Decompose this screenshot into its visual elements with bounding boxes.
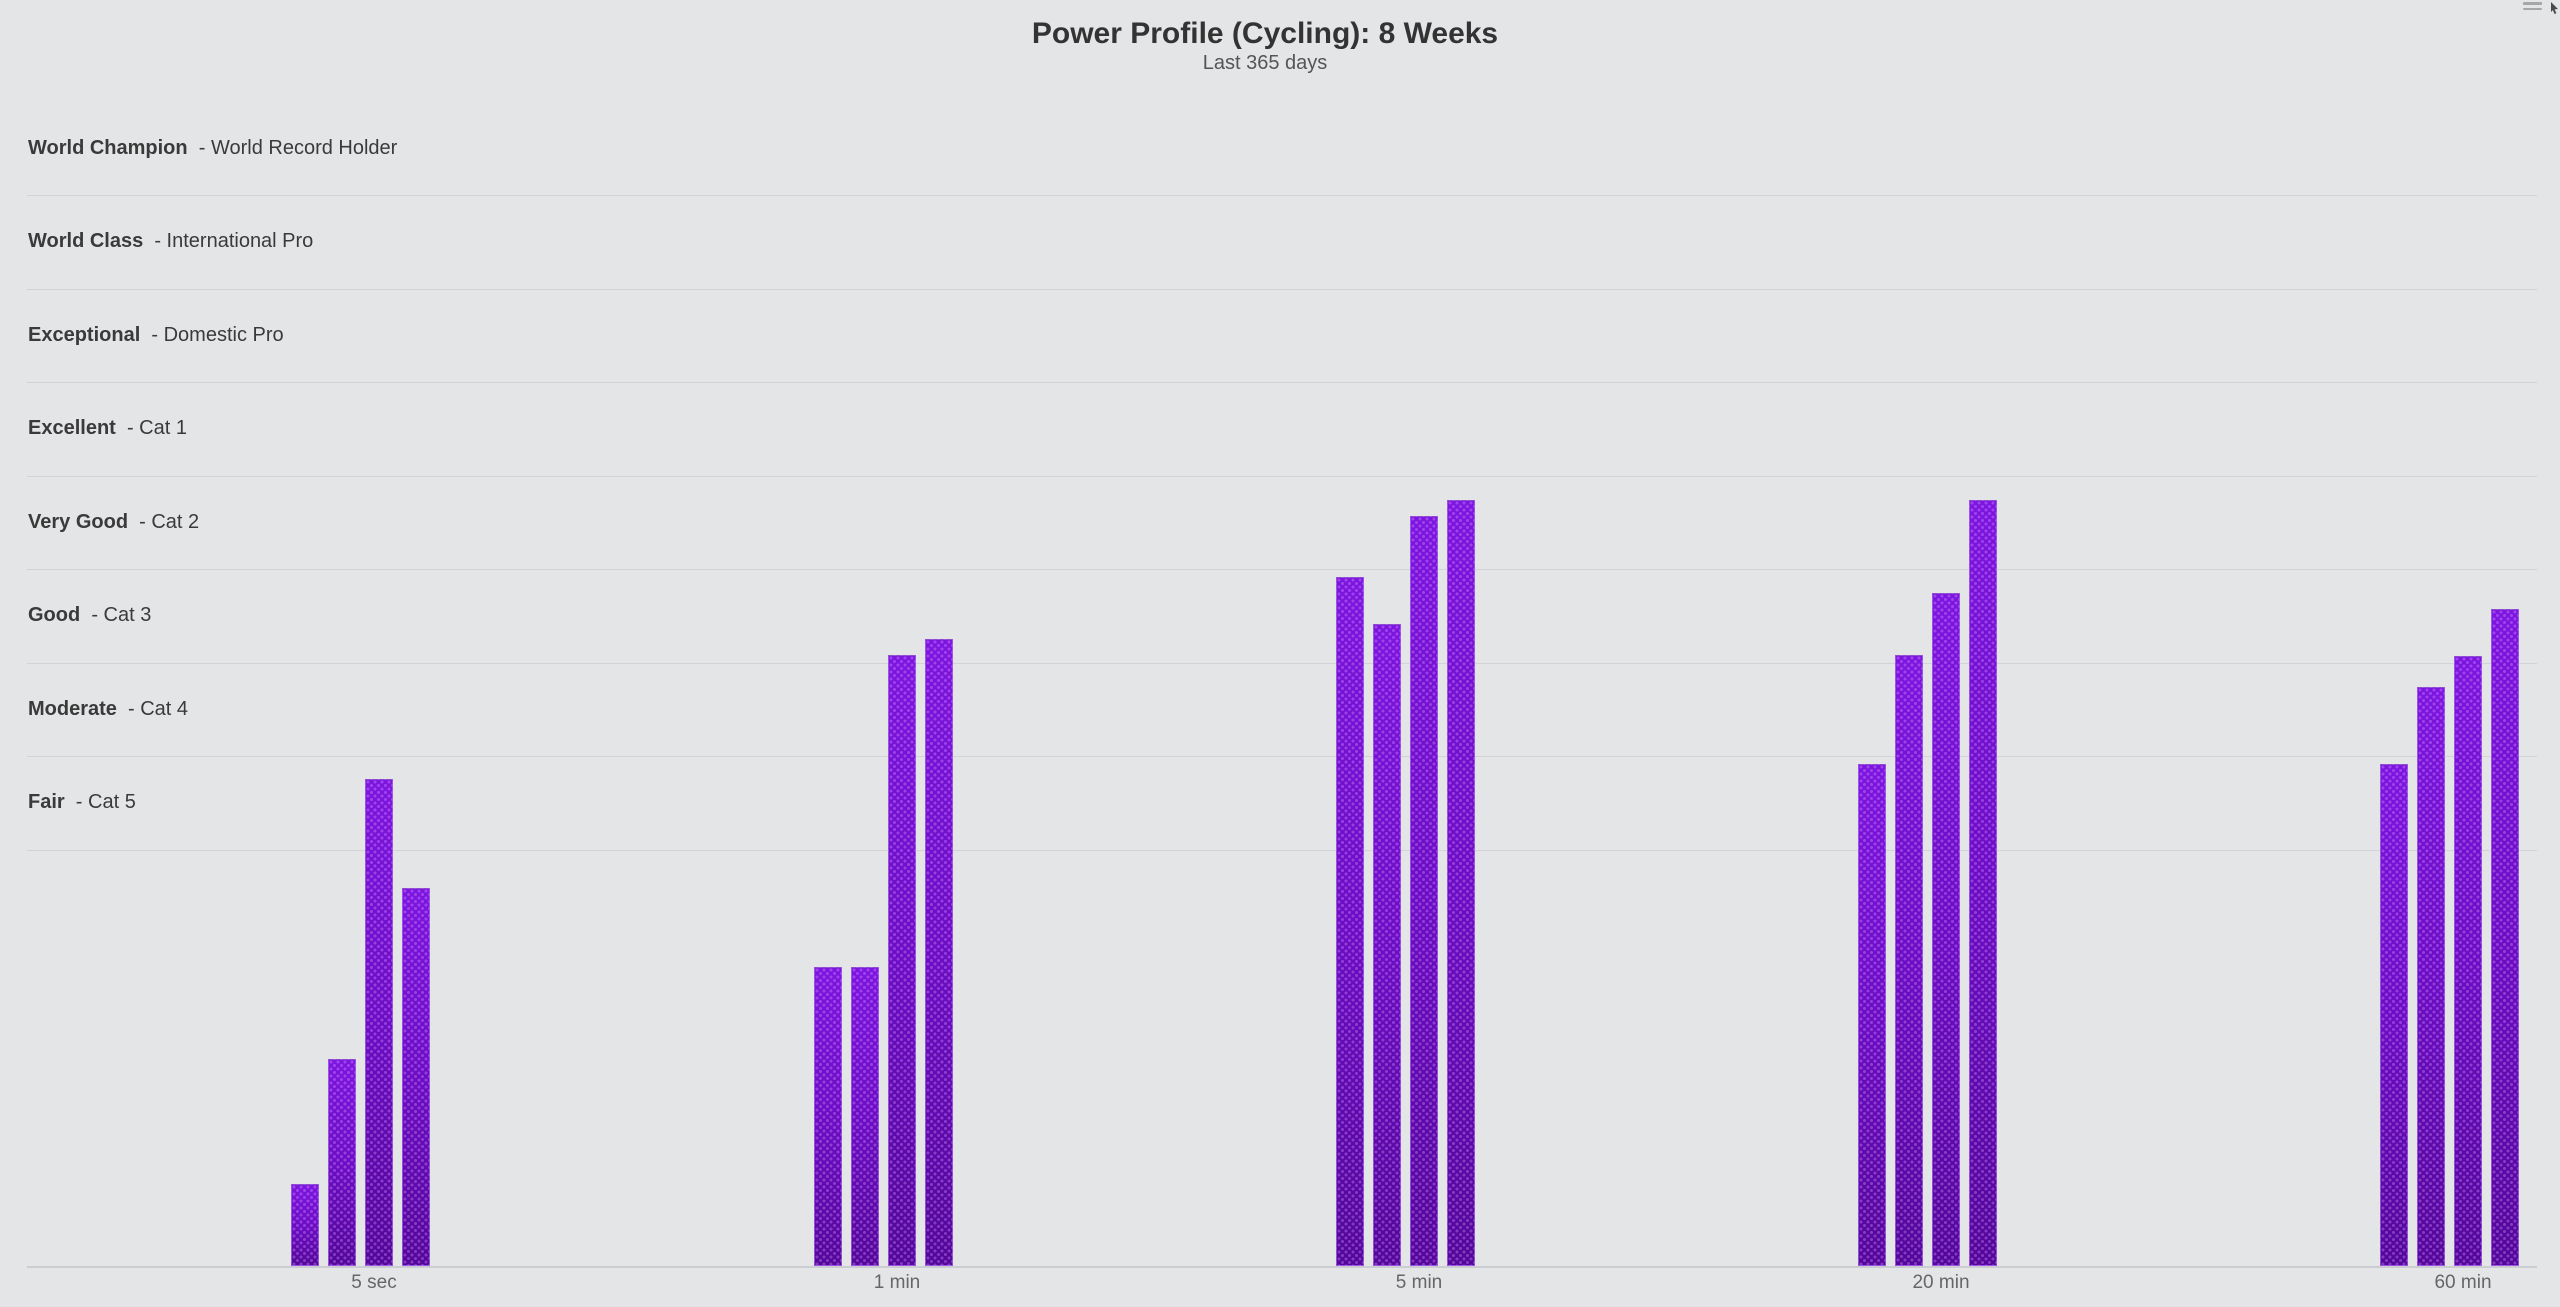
column-bar[interactable] [290,1184,319,1266]
column-bar[interactable] [1335,576,1364,1266]
column-bar[interactable] [2491,609,2520,1266]
band-label-name: Fair [28,791,65,814]
band-gridline [27,195,2537,196]
mouse-pointer-icon [2551,2,2558,14]
column-bar[interactable] [2416,687,2445,1266]
column-bar[interactable] [1447,499,1476,1266]
x-axis-label: 5 sec [351,1272,397,1293]
band-label: World Champion - World Record Holder [28,102,397,196]
chart-title: Power Profile (Cycling): 8 Weeks [1031,17,1499,50]
column-bar[interactable] [925,639,954,1266]
column-bar[interactable] [1372,624,1401,1266]
band-label-name: Excellent [28,417,116,440]
column-bar[interactable] [1894,654,1923,1266]
band-gridline [27,662,2537,664]
band-label: Exceptional - Domestic Pro [28,289,284,383]
x-axis-label: 60 min [2434,1272,2492,1293]
column-bar[interactable] [1857,764,1886,1266]
band-label-name: Exceptional [28,323,141,346]
band-gridline [27,569,2537,570]
band-label: Fair - Cat 5 [28,756,136,850]
column-bar[interactable] [813,966,842,1266]
band-label-description: - World Record Holder [187,136,398,159]
band-label: Moderate - Cat 4 [28,663,188,757]
column-bar[interactable] [402,887,431,1266]
band-label: Excellent - Cat 1 [28,382,187,476]
band-label-name: Very Good [28,510,129,533]
band-label-description: - International Pro [143,230,314,253]
band-label-description: - Cat 2 [128,510,200,533]
column-bar[interactable] [888,654,917,1266]
chart-subtitle: Last 365 days [1202,52,1328,74]
x-axis-label: 20 min [1912,1272,1970,1293]
band-gridline [27,849,2537,851]
column-bar[interactable] [2454,655,2483,1266]
band-label-name: Moderate [28,697,117,720]
x-axis-label: 1 min [873,1272,921,1293]
band-label-description: - Cat 5 [64,791,136,814]
band-label-description: - Cat 4 [116,697,189,720]
band-label-name: Good [28,604,81,627]
band-gridline [27,475,2537,477]
x-axis-label: 5 min [1395,1272,1443,1293]
column-bar[interactable] [2379,764,2408,1266]
band-gridline [27,382,2537,383]
band-label: Very Good - Cat 2 [28,476,199,570]
column-bar[interactable] [1932,592,1961,1266]
column-bar[interactable] [1969,499,1998,1266]
band-label-description: - Domestic Pro [140,323,284,346]
column-bar[interactable] [365,779,394,1266]
band-gridline [27,756,2537,757]
band-label: World Class - International Pro [28,195,313,289]
band-label-description: - Cat 1 [115,417,187,440]
x-axis-line [27,1266,2537,1268]
band-gridline [27,288,2537,290]
band-label: Good - Cat 3 [28,569,151,663]
column-bar[interactable] [850,966,879,1266]
band-label-name: World Class [28,230,144,253]
column-bar[interactable] [327,1058,356,1266]
export-menu-button[interactable] [2523,0,2542,10]
band-label-name: World Champion [28,136,188,159]
band-label-description: - Cat 3 [80,604,152,627]
column-bar[interactable] [1410,516,1439,1266]
